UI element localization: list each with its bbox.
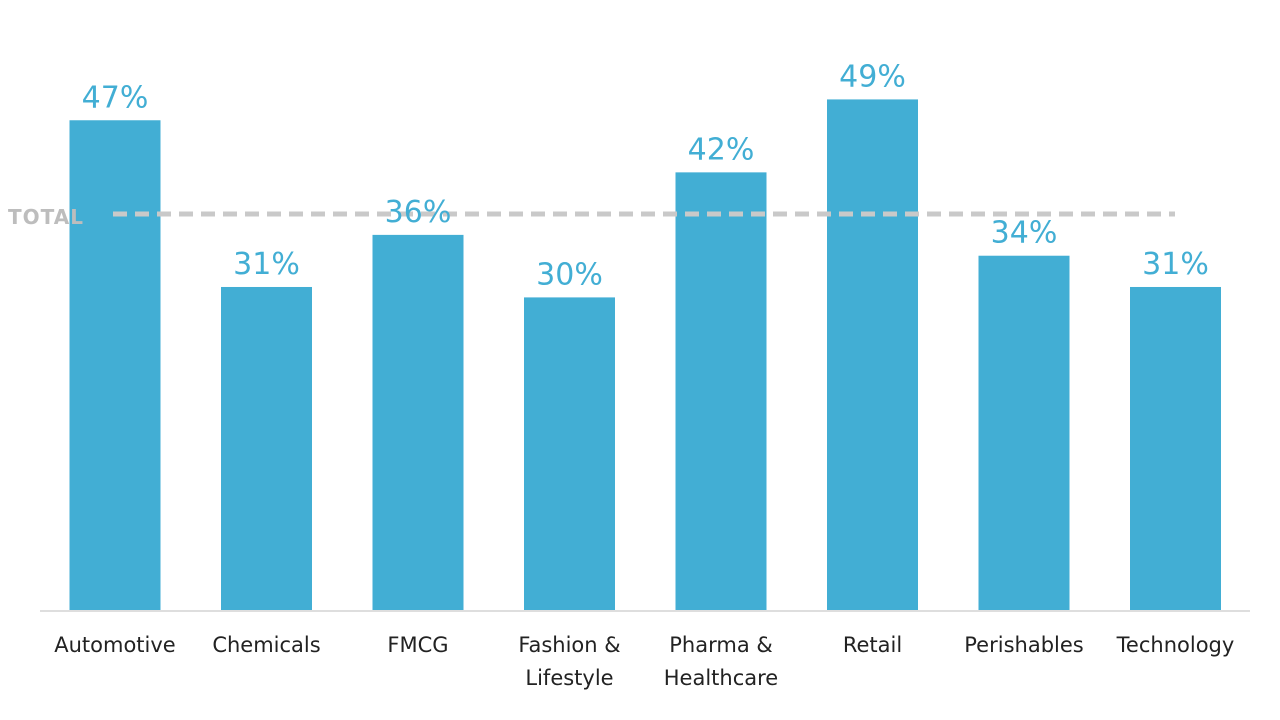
- category-label-fashion-lifestyle: Fashion & Lifestyle: [518, 633, 620, 690]
- category-label-line: Automotive: [54, 633, 175, 657]
- bar-technology: [1130, 286, 1221, 610]
- value-label-automotive: 47%: [82, 80, 149, 115]
- value-label-perishables: 34%: [991, 216, 1058, 251]
- bar-fashion-lifestyle: [524, 297, 615, 610]
- category-label-pharma-healthcare: Pharma & Healthcare: [664, 633, 778, 690]
- category-label-fmcg: FMCG: [387, 633, 448, 657]
- value-label-pharma-healthcare: 42%: [688, 132, 755, 167]
- bar-fmcg: [372, 234, 464, 610]
- category-label-line: Technology: [1116, 633, 1235, 657]
- category-label-automotive: Automotive: [54, 633, 175, 657]
- category-label-retail: Retail: [843, 633, 902, 657]
- bar-perishables: [978, 255, 1070, 610]
- value-label-technology: 31%: [1142, 247, 1209, 282]
- value-label-fmcg: 36%: [385, 195, 452, 230]
- total-reference-label: TOTAL: [8, 205, 84, 229]
- bar-chemicals: [221, 286, 312, 610]
- category-label-line: Perishables: [964, 633, 1083, 657]
- category-labels-layer: Automotive Chemicals FMCG Fashion & Lifestyl…: [54, 633, 1234, 690]
- value-label-retail: 49%: [839, 59, 906, 94]
- category-label-line: FMCG: [387, 633, 448, 657]
- category-label-line: Chemicals: [212, 633, 320, 657]
- category-label-line: Lifestyle: [525, 666, 613, 690]
- reference-line-layer: TOTAL: [8, 205, 1175, 229]
- category-label-line: Pharma &: [669, 633, 772, 657]
- bar-retail: [827, 99, 918, 611]
- bars-layer: [69, 99, 1221, 611]
- category-label-chemicals: Chemicals: [212, 633, 320, 657]
- bar-pharma-healthcare: [675, 172, 767, 611]
- category-label-technology: Technology: [1116, 633, 1235, 657]
- category-label-line: Fashion &: [518, 633, 620, 657]
- category-label-line: Healthcare: [664, 666, 778, 690]
- category-label-perishables: Perishables: [964, 633, 1083, 657]
- category-label-line: Retail: [843, 633, 902, 657]
- bar-automotive: [69, 120, 161, 610]
- value-label-chemicals: 31%: [233, 247, 300, 282]
- labels-layer: 47% 31% 36% 30% 42% 49% 34% 31%: [82, 59, 1209, 292]
- value-label-fashion-lifestyle: 30%: [536, 257, 603, 292]
